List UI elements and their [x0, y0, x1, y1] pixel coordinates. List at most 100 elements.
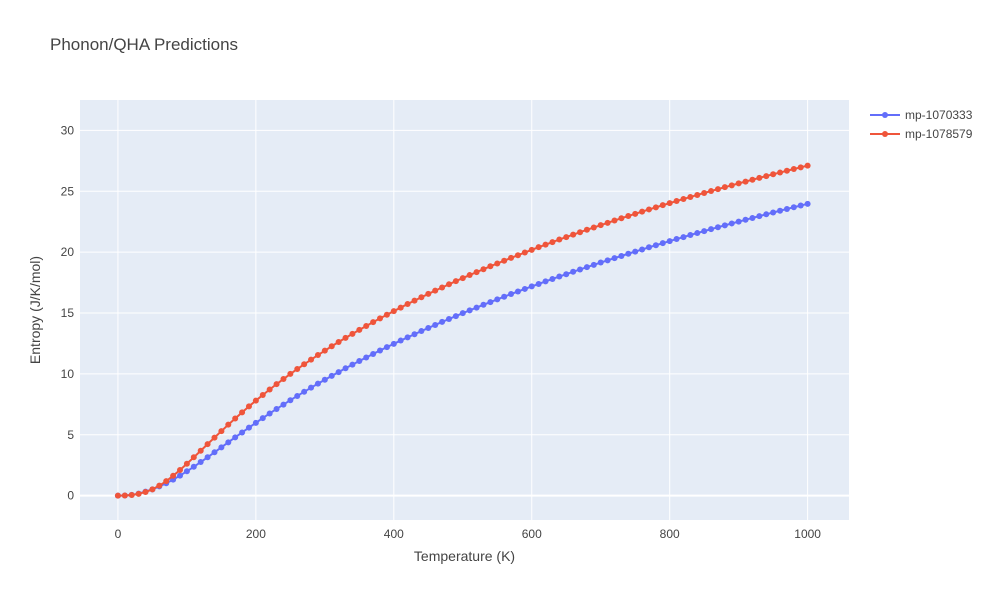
data-point[interactable] — [308, 356, 315, 363]
data-point[interactable] — [211, 449, 218, 456]
data-point[interactable] — [170, 472, 177, 479]
data-point[interactable] — [314, 380, 321, 387]
data-point[interactable] — [349, 361, 356, 368]
data-point[interactable] — [197, 447, 204, 454]
data-point[interactable] — [425, 290, 432, 297]
data-point[interactable] — [301, 361, 308, 368]
data-point[interactable] — [528, 246, 535, 253]
data-point[interactable] — [673, 198, 680, 205]
data-point[interactable] — [390, 308, 397, 315]
data-point[interactable] — [445, 316, 452, 323]
data-point[interactable] — [459, 310, 466, 317]
data-point[interactable] — [308, 384, 315, 391]
data-point[interactable] — [163, 478, 170, 485]
data-point[interactable] — [625, 250, 632, 257]
data-point[interactable] — [783, 205, 790, 212]
data-point[interactable] — [597, 222, 604, 229]
data-point[interactable] — [563, 234, 570, 241]
data-point[interactable] — [494, 296, 501, 303]
data-point[interactable] — [245, 424, 252, 431]
data-point[interactable] — [590, 261, 597, 268]
data-point[interactable] — [266, 410, 273, 417]
data-point[interactable] — [404, 334, 411, 341]
data-point[interactable] — [370, 350, 377, 357]
data-point[interactable] — [577, 266, 584, 273]
data-point[interactable] — [742, 216, 749, 223]
data-point[interactable] — [273, 381, 280, 388]
data-point[interactable] — [645, 244, 652, 251]
data-point[interactable] — [466, 307, 473, 314]
data-point[interactable] — [687, 194, 694, 201]
data-point[interactable] — [749, 176, 756, 183]
data-point[interactable] — [190, 463, 197, 470]
data-point[interactable] — [432, 321, 439, 328]
data-point[interactable] — [804, 162, 811, 169]
data-point[interactable] — [342, 334, 349, 341]
data-point[interactable] — [797, 164, 804, 171]
data-point[interactable] — [756, 213, 763, 220]
data-point[interactable] — [535, 244, 542, 251]
data-point[interactable] — [514, 252, 521, 259]
data-point[interactable] — [494, 260, 501, 267]
data-point[interactable] — [225, 421, 232, 428]
data-point[interactable] — [294, 392, 301, 399]
data-point[interactable] — [625, 213, 632, 220]
data-point[interactable] — [659, 202, 666, 209]
data-point[interactable] — [673, 236, 680, 243]
data-point[interactable] — [508, 254, 515, 261]
data-point[interactable] — [556, 236, 563, 243]
data-point[interactable] — [177, 466, 183, 473]
data-point[interactable] — [356, 358, 363, 365]
data-point[interactable] — [708, 188, 715, 195]
data-point[interactable] — [204, 441, 211, 448]
data-point[interactable] — [335, 369, 342, 376]
data-point[interactable] — [473, 304, 480, 311]
data-point[interactable] — [542, 241, 549, 248]
data-point[interactable] — [687, 232, 694, 239]
data-point[interactable] — [287, 397, 294, 404]
data-point[interactable] — [218, 428, 225, 435]
data-point[interactable] — [232, 415, 239, 422]
data-point[interactable] — [721, 222, 728, 229]
data-point[interactable] — [611, 217, 618, 224]
data-point[interactable] — [701, 228, 708, 235]
data-point[interactable] — [666, 200, 673, 207]
data-point[interactable] — [521, 249, 528, 256]
data-point[interactable] — [287, 370, 294, 377]
data-point[interactable] — [735, 218, 742, 225]
data-point[interactable] — [128, 492, 135, 499]
data-point[interactable] — [377, 315, 384, 322]
data-point[interactable] — [501, 293, 508, 300]
data-point[interactable] — [445, 281, 452, 288]
data-point[interactable] — [432, 287, 439, 294]
data-point[interactable] — [349, 330, 356, 337]
data-point[interactable] — [439, 318, 446, 325]
data-point[interactable] — [328, 343, 335, 350]
data-point[interactable] — [542, 278, 549, 285]
data-point[interactable] — [280, 376, 287, 383]
data-point[interactable] — [770, 171, 777, 178]
data-point[interactable] — [473, 269, 480, 276]
data-point[interactable] — [728, 220, 735, 227]
data-point[interactable] — [549, 239, 556, 246]
data-point[interactable] — [294, 366, 301, 373]
data-point[interactable] — [404, 301, 411, 308]
data-point[interactable] — [280, 401, 287, 408]
data-point[interactable] — [508, 291, 515, 298]
data-point[interactable] — [763, 173, 770, 180]
data-point[interactable] — [383, 344, 390, 351]
data-point[interactable] — [570, 268, 577, 275]
data-point[interactable] — [714, 224, 721, 231]
data-point[interactable] — [597, 259, 604, 266]
data-point[interactable] — [390, 340, 397, 347]
data-point[interactable] — [652, 242, 659, 249]
data-point[interactable] — [121, 492, 128, 499]
data-point[interactable] — [197, 459, 204, 466]
data-point[interactable] — [377, 347, 384, 354]
data-point[interactable] — [577, 229, 584, 236]
data-point[interactable] — [632, 248, 639, 255]
data-point[interactable] — [149, 486, 156, 493]
data-point[interactable] — [259, 415, 266, 422]
data-point[interactable] — [183, 468, 190, 475]
plot-area[interactable] — [80, 100, 849, 520]
